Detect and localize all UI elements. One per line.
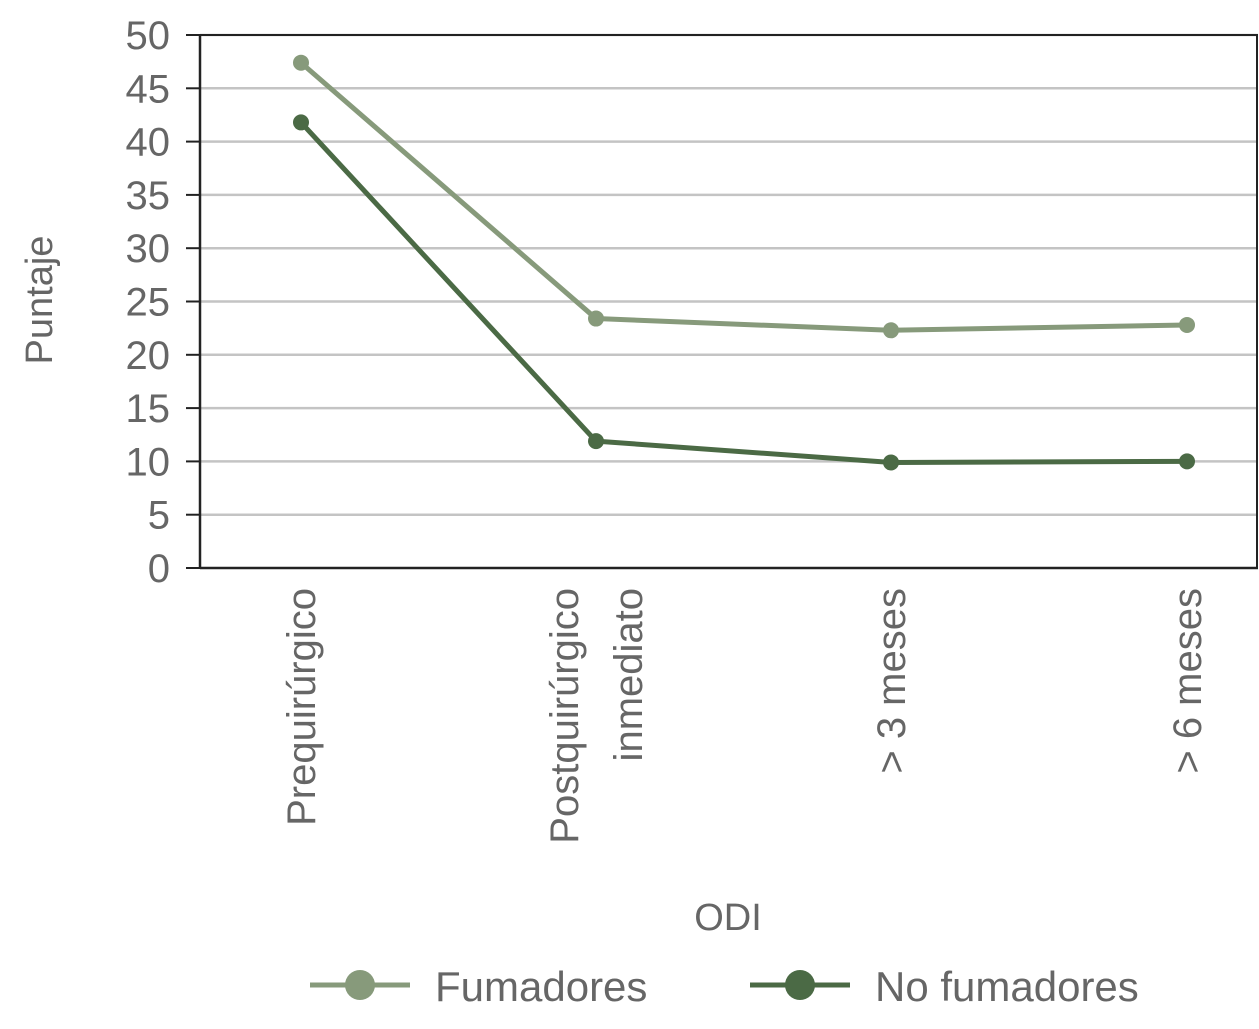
x-axis-label: ODI [694,897,762,939]
y-tick-label: 10 [126,440,171,484]
legend-label: Fumadores [435,963,647,1010]
legend-item: No fumadores [750,963,1139,1010]
series-line [299,120,1188,465]
series [293,54,1195,471]
x-tick-label: Prequirúrgico [280,588,324,826]
y-tick-label: 45 [126,67,171,111]
data-point [293,54,309,71]
gridlines [200,33,1258,516]
y-tick-label: 50 [126,14,171,58]
x-tick-labels: Prequirúrgico Postquirúrgico inmediato > 3 … [280,588,1210,844]
y-tick-label: 15 [126,387,171,431]
data-point [1179,316,1195,333]
data-point [1179,453,1195,470]
x-tick-label: inmediato [607,588,651,761]
y-tick-label: 40 [126,121,171,165]
y-tick-label: 25 [126,281,171,325]
y-tick-label: 5 [148,494,170,538]
y-axis-label: Puntaje [19,236,61,365]
x-tick-label: > 6 meses [1166,588,1210,774]
axes [186,34,1258,570]
x-tick-label: Postquirúrgico [543,588,587,844]
y-tick-label: 20 [126,334,171,378]
data-point [588,310,604,327]
x-tick-label: > 3 meses [870,588,914,774]
y-tick-label: 35 [126,174,171,218]
series-line [299,60,1188,333]
data-point [883,322,899,339]
series-no-fumadores [293,114,1195,471]
legend: Fumadores No fumadores [310,963,1139,1010]
series-fumadores [293,54,1195,339]
data-point [588,433,604,450]
y-tick-label: 30 [126,227,171,271]
legend-marker [345,970,375,1000]
data-point [293,114,309,131]
legend-label: No fumadores [875,963,1139,1010]
data-point [883,454,899,471]
y-tick-label: 0 [148,547,170,591]
legend-marker [785,970,815,1000]
y-tick-labels: 0 5 10 15 20 25 30 35 40 45 50 [126,14,171,591]
legend-item: Fumadores [310,963,647,1010]
